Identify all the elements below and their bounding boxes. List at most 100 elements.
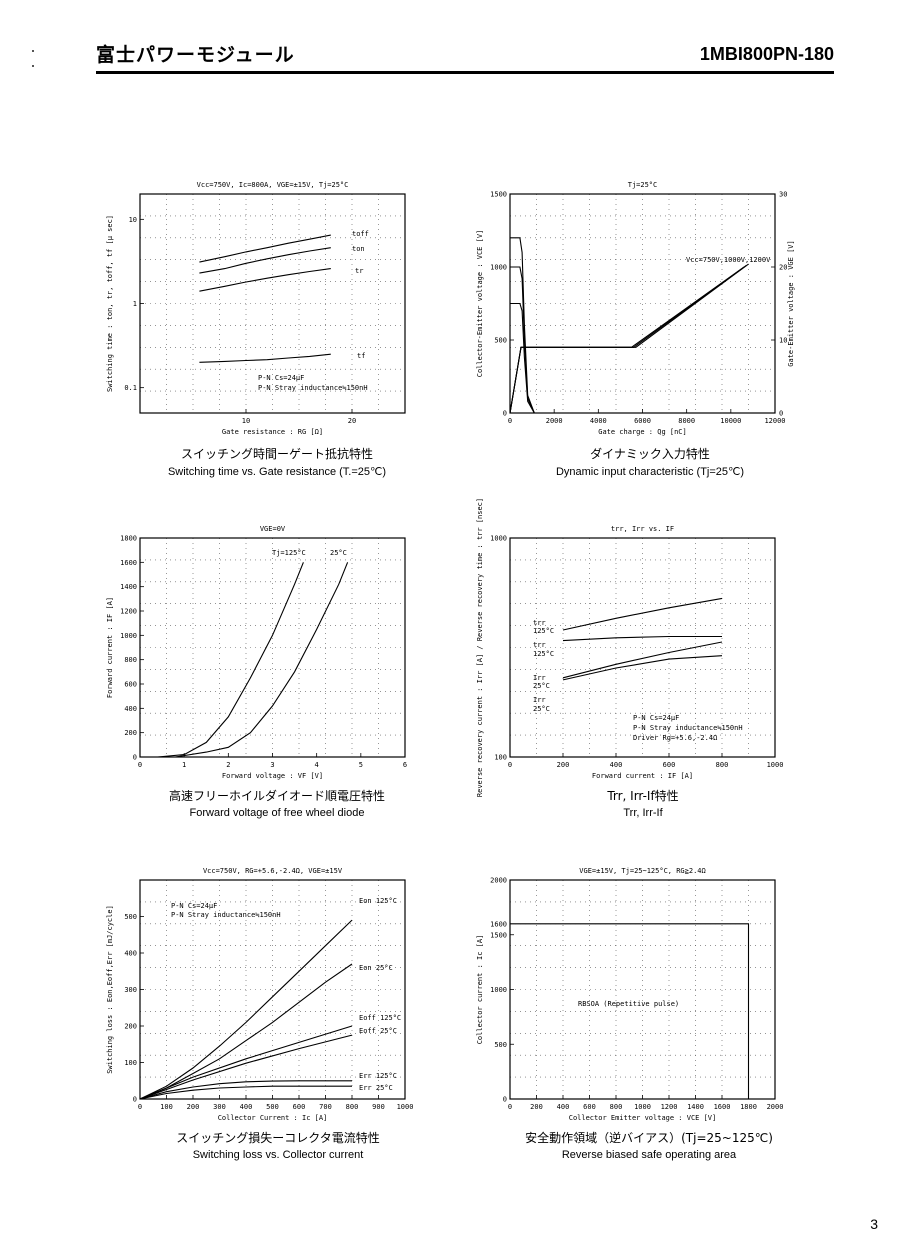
- x-axis-label: Collector Emitter voltage : VCE [V]: [569, 1114, 717, 1122]
- x-tick-label: 6000: [634, 417, 651, 425]
- caption-en-1: Switching time vs. Gate resistance (T.=2…: [167, 466, 387, 478]
- x-tick-label: 200: [187, 1103, 200, 1111]
- part-number: 1MBI800PN-180: [699, 44, 834, 64]
- y-tick-label: 400: [124, 705, 137, 713]
- y-tick-label: 1600: [120, 559, 137, 567]
- chart-annotation: 125°C: [533, 650, 554, 658]
- caption-jp-4: Trr, Irr-If特性: [607, 789, 679, 803]
- y-tick-label: 1400: [120, 583, 137, 591]
- y-tick-label: 1: [133, 300, 137, 308]
- x-axis-label: Forward current : IF [A]: [592, 772, 693, 780]
- y-tick-label: 10: [129, 216, 137, 224]
- series-line-irr-25-c: [562, 655, 723, 681]
- x-tick-label: 5: [359, 761, 363, 769]
- x-tick-label: 600: [293, 1103, 306, 1111]
- chart-annotation: Eon 125°C: [359, 897, 397, 905]
- x-tick-label: 500: [266, 1103, 279, 1111]
- chart-annotation: P-N Cs=24μF: [171, 902, 217, 910]
- x-tick-label: 600: [663, 761, 676, 769]
- x-tick-label: 0: [508, 1103, 512, 1111]
- chart-annotation: Eoff 25°C: [359, 1027, 397, 1035]
- x-tick-label: 0: [138, 761, 142, 769]
- caption-jp-3: 高速フリーホイルダイオード順電圧特性: [168, 789, 386, 803]
- chart-annotation: 25°C: [533, 705, 550, 713]
- caption-jp-2: ダイナミック入力特性: [590, 447, 710, 461]
- x-tick-label: 0: [508, 761, 512, 769]
- chart-title: Vcc=750V, Ic=800A, VGE=±15V, Tj=25°C: [197, 181, 349, 189]
- x-tick-label: 10000: [720, 417, 741, 425]
- caption-en-2: Dynamic input characteristic (Tj=25℃): [555, 466, 745, 478]
- series-line-vce-750v: [510, 302, 535, 414]
- x-tick-label: 4000: [590, 417, 607, 425]
- chart-annotation: P-N Cs=24μF: [633, 714, 679, 722]
- chart-annotation: Err 25°C: [359, 1084, 393, 1092]
- chart-annotation: 25°C: [330, 549, 347, 557]
- y-tick-label: 0: [133, 1096, 137, 1104]
- x-tick-label: 700: [319, 1103, 332, 1111]
- x-tick-label: 400: [557, 1103, 570, 1111]
- x-tick-label: 1: [182, 761, 186, 769]
- chart-annotation: tf: [357, 352, 365, 360]
- y2-tick-label: 0: [779, 410, 783, 418]
- chart-annotation: P-N Cs=24μF: [258, 374, 304, 382]
- series-line-25-c: [175, 562, 349, 758]
- y-tick-label: 100: [494, 754, 507, 762]
- chart-annotation: RBSOA (Repetitive pulse): [578, 1000, 679, 1008]
- y-axis-label: Collector-Emitter voltage : VCE [V]: [476, 230, 484, 378]
- x-tick-label: 0: [138, 1103, 142, 1111]
- x-tick-label: 2000: [767, 1103, 784, 1111]
- x-tick-label: 300: [213, 1103, 226, 1111]
- chart-annotation: 125°C: [533, 627, 554, 635]
- chart-annotation: toff: [352, 230, 369, 238]
- x-tick-label: 8000: [678, 417, 695, 425]
- series-line-trr-125-c: [562, 597, 723, 631]
- series-line-err-25-c: [139, 1085, 352, 1100]
- chart-annotation: trr: [533, 619, 546, 627]
- x-tick-label: 1200: [661, 1103, 678, 1111]
- x-tick-label: 400: [240, 1103, 253, 1111]
- x-tick-label: 800: [346, 1103, 359, 1111]
- x-axis-label: Forward voltage : VF [V]: [222, 772, 323, 780]
- y-tick-label: 400: [124, 950, 137, 958]
- x-tick-label: 900: [372, 1103, 385, 1111]
- plot-frame: [509, 537, 776, 758]
- y-tick-label: 1200: [120, 608, 137, 616]
- x-tick-label: 400: [610, 761, 623, 769]
- y-tick-label: 500: [124, 913, 137, 921]
- chart-title: Tj=25°C: [628, 181, 658, 189]
- x-tick-label: 4: [315, 761, 319, 769]
- series-line-eoff-25-c: [139, 1034, 353, 1100]
- caption-jp-6: 安全動作領域（逆バイアス）(Tj=25~125℃): [525, 1131, 773, 1145]
- y-tick-label: 100: [124, 1059, 137, 1067]
- series-line-trr-25-c: [562, 635, 722, 642]
- y-tick-label: 0.1: [124, 384, 137, 392]
- y-axis-label: Forward current : IF [A]: [106, 597, 114, 698]
- y-tick-label: 1000: [490, 264, 507, 272]
- series-line-ton: [199, 247, 331, 274]
- chart-annotation: Err 125°C: [359, 1072, 397, 1080]
- x-tick-label: 2000: [546, 417, 563, 425]
- chart-annotation: tr: [355, 267, 363, 275]
- y-tick-label: 600: [124, 681, 137, 689]
- scan-speck: [32, 50, 34, 52]
- y2-tick-label: 20: [779, 264, 787, 272]
- series-line-vce-1000v: [510, 266, 535, 414]
- y2-axis-label: Gate-Emitter voltage : VGE [V]: [787, 240, 795, 366]
- x-tick-label: 3: [270, 761, 274, 769]
- y-tick-label: 1000: [490, 535, 507, 543]
- header-rule: [96, 71, 834, 74]
- chart-annotation: Eoff 125°C: [359, 1014, 401, 1022]
- x-tick-label: 10: [242, 417, 250, 425]
- y-tick-label: 1000: [490, 986, 507, 994]
- chart-title: Vcc=750V, RG=+5.6,-2.4Ω, VGE=±15V: [203, 867, 343, 875]
- x-tick-label: 0: [508, 417, 512, 425]
- chart-annotation: ton: [352, 245, 365, 253]
- y-axis-label: Switching time : ton, tr, toff, tf [μ se…: [106, 215, 114, 392]
- series-line-irr-125-c: [562, 641, 723, 679]
- x-tick-label: 1400: [687, 1103, 704, 1111]
- header-title: 富士パワーモジュール: [96, 44, 295, 66]
- chart-annotation: P-N Stray inductance≒150nH: [633, 724, 743, 732]
- chart-annotation: Vcc=750V,1000V,1200V: [686, 256, 771, 264]
- chart-annotation: Irr: [533, 696, 546, 704]
